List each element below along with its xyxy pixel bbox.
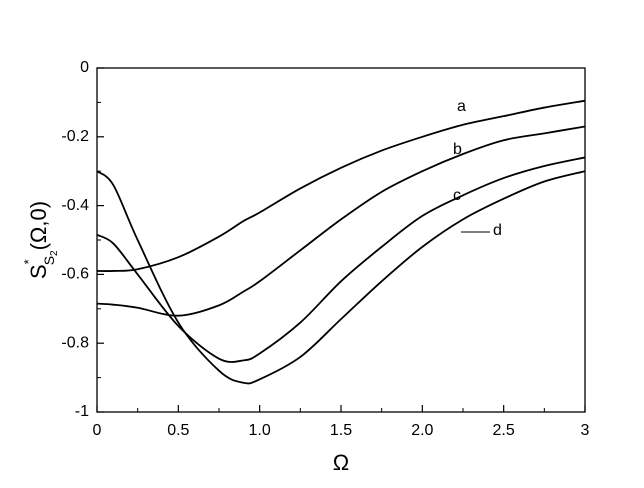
x-axis-label: Ω xyxy=(333,450,349,475)
x-tick-label: 2.5 xyxy=(493,422,515,439)
series-line xyxy=(96,170,586,385)
x-tick-label: 1.5 xyxy=(330,422,352,439)
series-label: b xyxy=(453,141,462,158)
y-label-sub: S xyxy=(41,256,57,265)
series-line xyxy=(96,99,586,272)
x-tick-label: 1.0 xyxy=(249,422,271,439)
x-tick-label: 2.0 xyxy=(411,422,433,439)
y-label-text: S* S2(Ω,0) xyxy=(21,201,59,279)
series-label: d xyxy=(493,222,502,239)
y-tick-label: -1 xyxy=(75,403,89,420)
y-tick-label: -0.4 xyxy=(61,197,89,214)
x-tick-label: 3 xyxy=(581,422,590,439)
plot-frame xyxy=(96,67,586,413)
x-tick-label: 0.5 xyxy=(167,422,189,439)
series-line xyxy=(96,156,586,363)
series-label: c xyxy=(453,187,461,204)
y-label-subsub: 2 xyxy=(49,250,60,256)
y-label-sup: * xyxy=(21,259,36,264)
x-tick-label: 0 xyxy=(93,422,102,439)
series-line xyxy=(96,125,586,317)
y-label-rest: (Ω,0) xyxy=(26,201,51,250)
y-tick-label: -0.2 xyxy=(61,128,89,145)
y-tick-label: -0.6 xyxy=(61,266,89,283)
y-tick-label: 0 xyxy=(80,59,89,76)
y-axis-label: S* S2(Ω,0) xyxy=(21,201,59,279)
y-tick-label: -0.8 xyxy=(61,334,89,351)
y-label-base: S xyxy=(26,264,51,279)
series-label: a xyxy=(457,98,466,115)
